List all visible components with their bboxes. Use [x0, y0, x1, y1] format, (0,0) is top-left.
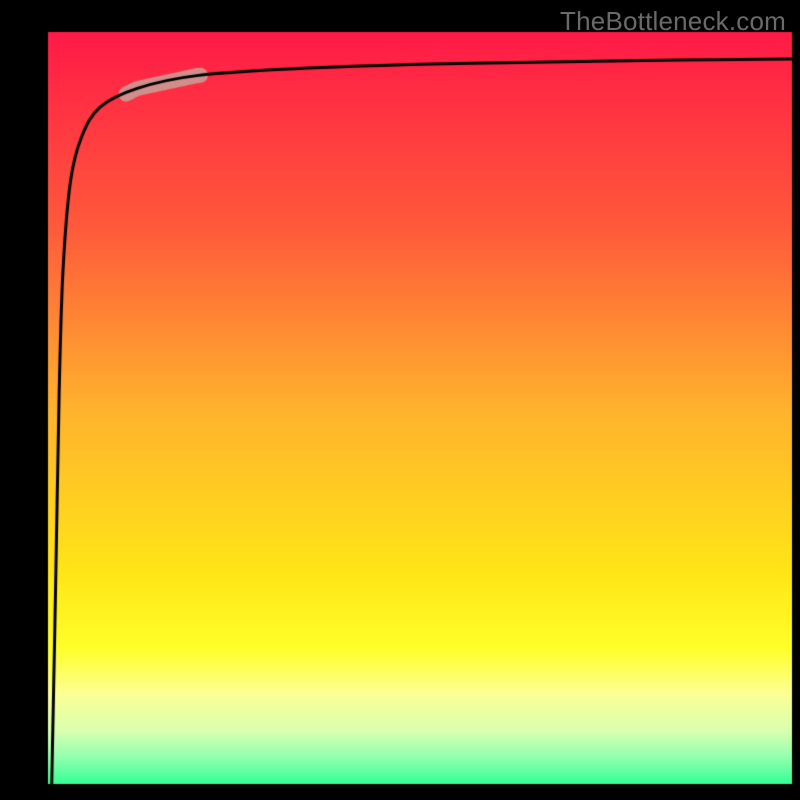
- bottleneck-chart-canvas: [0, 0, 800, 800]
- chart-stage: TheBottleneck.com: [0, 0, 800, 800]
